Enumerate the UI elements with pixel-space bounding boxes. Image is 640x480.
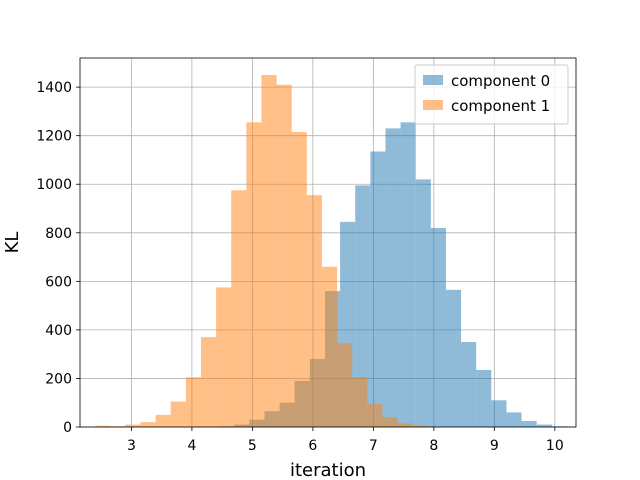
histogram-bar <box>306 195 322 427</box>
histogram-bar <box>231 190 247 427</box>
histogram-bar <box>352 377 368 427</box>
y-tick-label: 600 <box>45 274 72 290</box>
histogram-bar <box>370 151 386 428</box>
x-tick-label: 4 <box>187 438 196 454</box>
histogram-bar <box>185 377 201 427</box>
histogram-bar <box>536 424 552 427</box>
histogram-bar <box>400 122 416 427</box>
y-tick-label: 1400 <box>36 80 72 96</box>
histogram-bar <box>461 342 477 427</box>
histogram-bar <box>430 227 446 427</box>
y-tick-label: 1000 <box>36 177 72 193</box>
histogram-bar <box>200 337 217 427</box>
y-tick-label: 0 <box>63 420 72 436</box>
histogram-bars <box>95 74 567 428</box>
histogram-bar <box>476 369 492 427</box>
y-tick-label: 200 <box>45 371 72 387</box>
legend-label: component 0 <box>451 72 550 90</box>
histogram-bar <box>355 185 371 427</box>
y-tick-label: 400 <box>45 323 72 339</box>
histogram-bar <box>216 287 232 427</box>
y-axis-ticks: 0 200 400 600 800 1000 1200 1400 <box>36 80 80 436</box>
x-tick-label: 6 <box>308 438 317 454</box>
histogram-bar <box>385 128 401 428</box>
histogram-bar <box>155 414 171 427</box>
x-tick-label: 10 <box>546 438 564 454</box>
histogram-bar <box>412 425 428 427</box>
histogram-bar <box>382 417 398 427</box>
y-tick-label: 800 <box>45 226 72 242</box>
histogram-bar <box>415 179 431 427</box>
histogram-bar <box>367 403 383 427</box>
plot-frame <box>79 57 577 428</box>
histogram-bar <box>337 343 353 427</box>
histogram-bar <box>445 289 462 427</box>
x-tick-label: 5 <box>248 438 257 454</box>
legend-swatch <box>423 75 443 85</box>
histogram-bar <box>397 423 413 427</box>
histogram-bar <box>125 424 141 427</box>
histogram-bar <box>521 420 537 427</box>
histogram-bar <box>95 425 111 427</box>
x-axis-ticks: 3 4 5 6 7 8 9 10 <box>127 427 564 454</box>
histogram-bar <box>491 400 507 427</box>
histogram-bar <box>246 122 262 427</box>
x-tick-label: 3 <box>127 438 136 454</box>
x-tick-label: 7 <box>369 438 378 454</box>
histogram-bar <box>140 422 156 427</box>
legend-label: component 1 <box>451 97 550 115</box>
histogram-bar <box>291 132 307 427</box>
y-tick-label: 1200 <box>36 129 72 145</box>
x-tick-label: 8 <box>429 438 438 454</box>
histogram-bar <box>170 401 186 427</box>
legend-box <box>414 64 569 125</box>
legend: component 0 component 1 <box>414 64 569 125</box>
legend-swatch <box>423 100 443 110</box>
x-axis-title: iteration <box>290 460 366 480</box>
series-1 <box>95 74 428 428</box>
x-tick-label: 9 <box>490 438 499 454</box>
histogram-bar <box>506 412 522 427</box>
histogram-bar <box>276 84 292 427</box>
histogram-bar <box>261 74 277 428</box>
y-axis-title: KL <box>2 232 23 254</box>
histogram-bar <box>321 266 338 427</box>
